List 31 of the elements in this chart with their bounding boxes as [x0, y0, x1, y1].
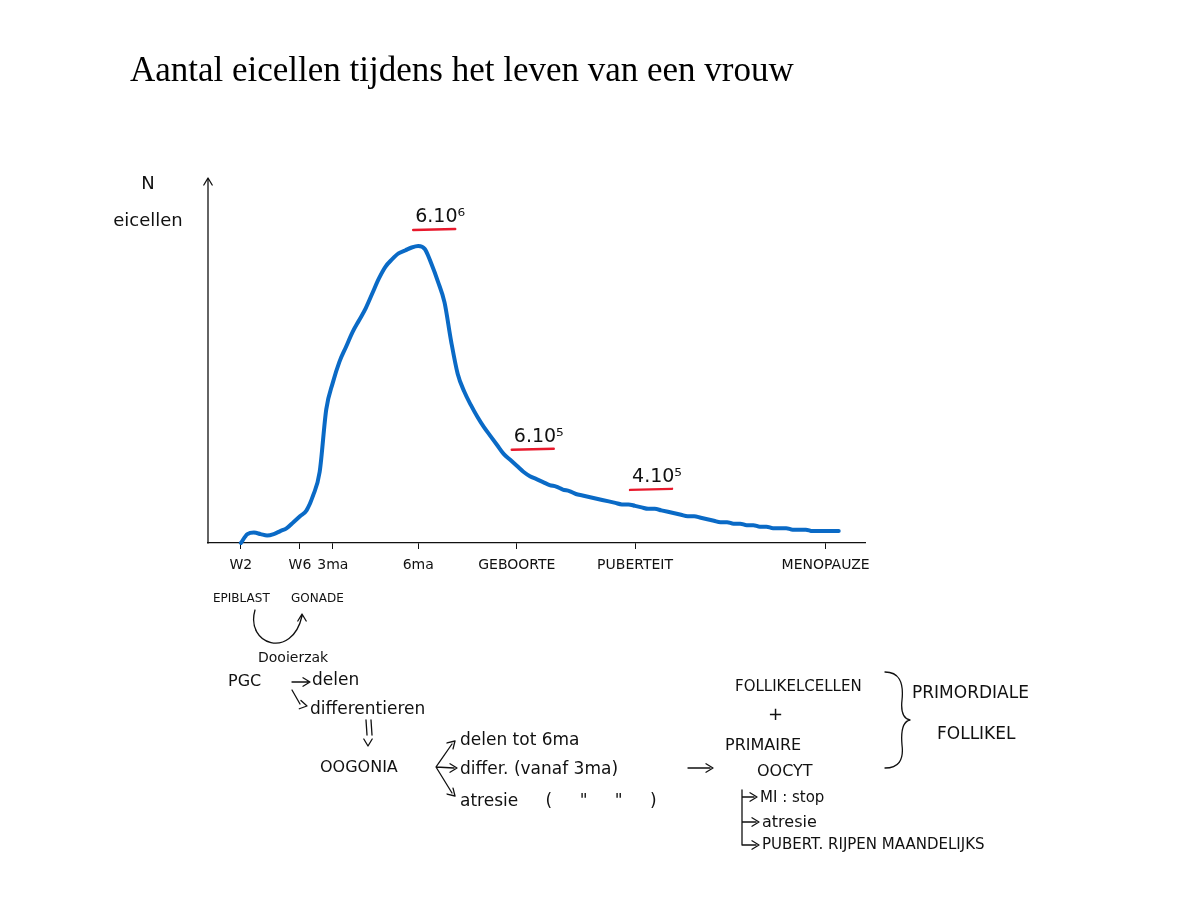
text: GONADE	[291, 591, 344, 605]
annotation: 6.10⁵	[513, 423, 564, 446]
text: differ. (vanaf 3ma)	[460, 757, 619, 778]
text: OOGONIA	[320, 757, 398, 776]
text: PRIMORDIALE	[912, 681, 1029, 702]
text: PUBERT. RIJPEN MAANDELIJKS	[762, 834, 985, 853]
text: +	[768, 703, 784, 724]
chart-title: Aantal eicellen tijdens het leven van een vrouw	[130, 50, 794, 89]
x-tick-label: W6	[288, 556, 312, 573]
x-tick-label: 6ma	[402, 556, 434, 573]
text: Dooierzak	[258, 649, 329, 665]
x-tick-label: 3ma	[317, 556, 349, 573]
annotation: 4.10⁵	[632, 463, 682, 486]
text: FOLLIKEL	[937, 722, 1016, 743]
text: FOLLIKELCELLEN	[735, 676, 862, 695]
text: delen tot 6ma	[460, 728, 580, 749]
x-tick-label: W2	[229, 556, 253, 573]
text: delen	[312, 668, 360, 689]
text: atresie	[762, 812, 817, 831]
x-tick-label: PUBERTEIT	[597, 556, 674, 573]
x-tick-label: GEBOORTE	[478, 556, 556, 573]
text: EPIBLAST	[213, 591, 270, 605]
text: differentieren	[310, 697, 426, 718]
text: PGC	[228, 671, 262, 690]
y-axis-title: N eicellen	[113, 171, 183, 230]
x-tick-label: MENOPAUZE	[781, 556, 870, 573]
text: OOCYT	[757, 761, 813, 780]
text: MI : stop	[760, 787, 825, 806]
text: atresie ( " " )	[460, 789, 657, 810]
annotation: 6.10⁶	[415, 204, 466, 226]
text: PRIMAIRE	[725, 735, 802, 754]
